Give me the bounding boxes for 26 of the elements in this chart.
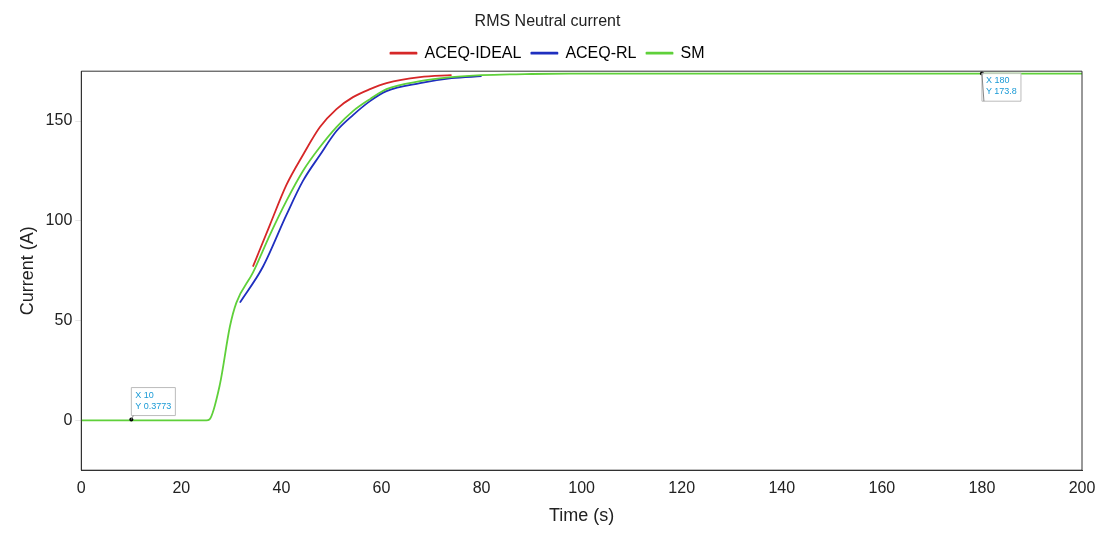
line-series: [81, 72, 1082, 422]
y-tick-label: 100: [45, 211, 73, 229]
x-axis-title: Time (s): [548, 505, 615, 526]
annotation: X 180 Y 173.8: [985, 75, 1017, 97]
chart-title: RMS Neutral current: [474, 12, 621, 30]
x-tick-label: 80: [472, 479, 491, 497]
annotation: X 10 Y 0.3773: [135, 389, 172, 411]
y-tick-label: 50: [54, 310, 73, 328]
legend-label: ACEQ-IDEAL: [424, 43, 522, 61]
x-tick-label: 120: [668, 479, 696, 497]
x-tick-label: 20: [172, 479, 191, 497]
y-axis-title: Current (A): [16, 226, 37, 316]
legend-label: SM: [680, 43, 705, 61]
line-series: [239, 75, 483, 304]
x-tick-label: 200: [1068, 479, 1096, 497]
x-tick-label: 60: [372, 479, 391, 497]
x-tick-label: 140: [768, 479, 796, 497]
y-tick-label: 150: [45, 111, 73, 129]
y-tick-label: 0: [63, 410, 73, 428]
x-tick-label: 100: [568, 479, 596, 497]
x-tick-label: 0: [76, 479, 86, 497]
x-tick-label: 160: [868, 479, 896, 497]
x-tick-label: 180: [968, 479, 996, 497]
legend-label: ACEQ-RL: [565, 43, 637, 61]
line-series: [252, 74, 453, 268]
x-tick-label: 40: [272, 479, 291, 497]
